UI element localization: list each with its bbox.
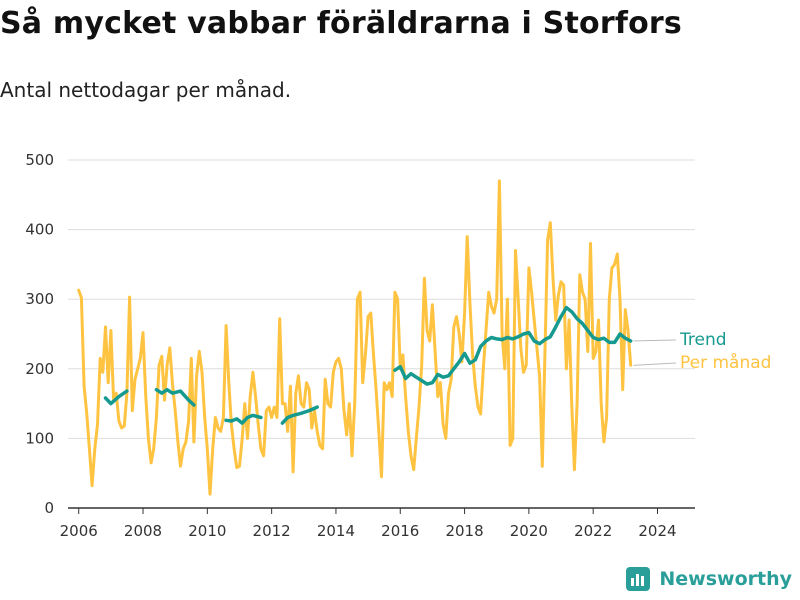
series-lines — [77, 179, 633, 496]
legend-per-manad-label: Per månad — [680, 352, 771, 373]
y-tick-label: 300 — [25, 290, 54, 308]
x-tick-label: 2006 — [60, 522, 98, 540]
x-tick-label: 2024 — [638, 522, 676, 540]
legend-trend-label: Trend — [679, 330, 727, 350]
trend-label-connector — [633, 339, 677, 342]
x-tick-label: 2022 — [574, 522, 612, 540]
x-tick-label: 2018 — [445, 522, 483, 540]
brand-name: Newsworthy — [659, 568, 792, 590]
x-tick-label: 2008 — [124, 522, 162, 540]
y-tick-label: 100 — [25, 429, 54, 447]
y-tick-label: 0 — [44, 499, 54, 517]
chart-subtitle: Antal nettodagar per månad. — [0, 78, 292, 102]
x-tick-label: 2012 — [253, 522, 291, 540]
y-tick-label: 400 — [25, 221, 54, 239]
per-manad-label-connector — [633, 362, 677, 366]
series-trend-line — [103, 389, 129, 406]
x-tick-label: 2020 — [510, 522, 548, 540]
chart-title: Så mycket vabbar föräldrarna i Storfors — [0, 6, 682, 41]
x-tick-label: 2010 — [188, 522, 226, 540]
x-tick-label: 2014 — [317, 522, 355, 540]
y-tick-label: 200 — [25, 360, 54, 378]
x-axis: 2006 2008 2010 2012 2014 2016 2018 2020 2022 2024 — [60, 507, 695, 540]
newsworthy-logo-icon — [626, 567, 651, 591]
series-trend-line — [280, 405, 319, 425]
brand-logo[interactable]: Newsworthy — [625, 566, 792, 592]
y-tick-label: 500 — [25, 151, 54, 169]
x-tick-label: 2016 — [381, 522, 419, 540]
y-axis-ticks: 0 100 200 300 400 500 — [25, 151, 54, 517]
